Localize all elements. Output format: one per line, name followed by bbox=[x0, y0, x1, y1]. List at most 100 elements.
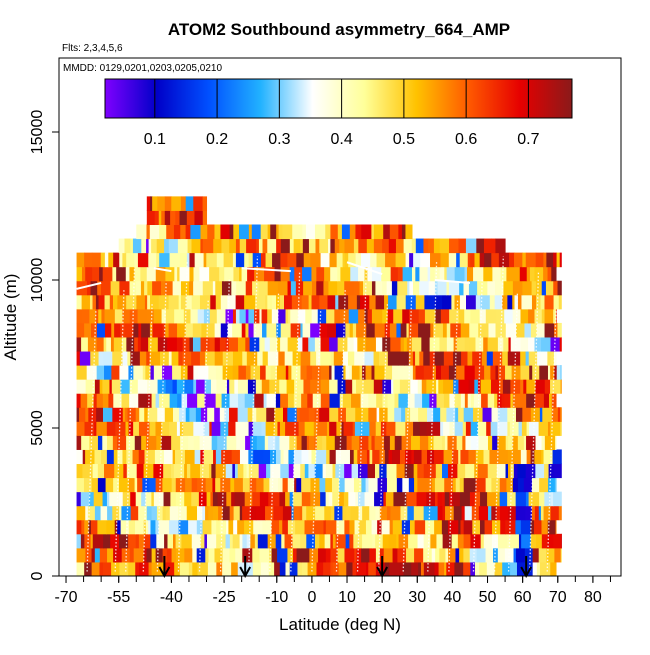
heatmap-cell bbox=[550, 491, 554, 507]
heatmap-cell bbox=[443, 449, 453, 465]
heatmap-cell bbox=[426, 322, 431, 338]
heatmap-cell bbox=[199, 435, 205, 450]
heatmap-cell bbox=[298, 421, 306, 436]
heatmap-cell bbox=[224, 266, 234, 282]
heatmap-cell bbox=[129, 280, 137, 296]
heatmap-cell bbox=[161, 435, 172, 450]
heatmap-cell bbox=[359, 280, 364, 296]
heatmap-cell bbox=[143, 547, 148, 563]
heatmap-cell bbox=[291, 505, 295, 521]
heatmap-cell bbox=[111, 365, 120, 380]
heatmap-cell bbox=[300, 322, 304, 338]
heatmap-cell bbox=[97, 435, 103, 450]
heatmap-cell bbox=[515, 505, 526, 521]
heatmap-cell bbox=[316, 351, 321, 366]
heatmap-cell bbox=[103, 351, 113, 366]
heatmap-cell bbox=[486, 561, 496, 576]
heatmap-cell bbox=[227, 294, 237, 310]
heatmap-cell bbox=[492, 519, 501, 535]
heatmap-cell bbox=[467, 252, 471, 268]
heatmap-cell bbox=[97, 519, 107, 535]
heatmap-cell bbox=[134, 477, 138, 493]
heatmap-cell bbox=[267, 533, 277, 549]
heatmap-cell bbox=[130, 491, 137, 507]
heatmap-cell bbox=[104, 294, 111, 310]
heatmap-cell bbox=[133, 421, 140, 436]
heatmap-cell bbox=[429, 351, 436, 366]
heatmap-cell bbox=[107, 505, 113, 521]
heatmap-cell bbox=[535, 280, 543, 296]
heatmap-cell bbox=[539, 477, 549, 493]
heatmap-cell bbox=[368, 393, 377, 408]
heatmap-cell bbox=[412, 280, 420, 296]
heatmap-cell bbox=[85, 379, 96, 394]
heatmap-cell bbox=[383, 224, 391, 240]
heatmap-cell bbox=[220, 477, 231, 493]
heatmap-cell bbox=[246, 238, 257, 254]
heatmap-cell bbox=[172, 280, 182, 296]
heatmap-cell bbox=[250, 365, 261, 380]
heatmap-cell bbox=[264, 266, 276, 282]
heatmap-cell bbox=[419, 421, 427, 436]
heatmap-cell bbox=[107, 547, 111, 563]
heatmap-cell bbox=[368, 561, 377, 576]
heatmap-cell bbox=[84, 561, 93, 576]
heatmap-cell bbox=[92, 294, 97, 310]
heatmap-cell bbox=[496, 308, 505, 324]
heatmap-cell bbox=[491, 252, 500, 268]
heatmap-cell bbox=[309, 547, 319, 563]
heatmap-cell bbox=[220, 421, 229, 436]
heatmap-cell bbox=[480, 533, 485, 549]
heatmap-cell bbox=[407, 280, 410, 296]
heatmap-cell bbox=[295, 519, 306, 535]
heatmap-cell bbox=[490, 421, 498, 436]
heatmap-cell bbox=[200, 336, 210, 352]
heatmap-cell bbox=[522, 252, 527, 268]
heatmap-cell bbox=[248, 224, 253, 240]
heatmap-cell bbox=[382, 379, 392, 394]
heatmap-cell bbox=[293, 463, 301, 479]
heatmap-cell bbox=[458, 519, 461, 535]
heatmap-cell bbox=[235, 308, 240, 324]
heatmap-cell bbox=[379, 407, 389, 422]
heatmap-cell bbox=[459, 294, 467, 310]
heatmap-cell bbox=[419, 351, 424, 366]
heatmap-cell bbox=[345, 533, 350, 549]
heatmap-cell bbox=[433, 322, 444, 338]
heatmap-cell bbox=[369, 294, 377, 310]
heatmap-cell bbox=[128, 477, 136, 493]
heatmap-cell bbox=[178, 351, 184, 366]
heatmap-cell bbox=[325, 477, 333, 493]
colorbar-tick-label: 0.5 bbox=[393, 131, 415, 148]
heatmap-cell bbox=[409, 519, 416, 535]
heatmap-cell bbox=[179, 252, 188, 268]
heatmap-cell bbox=[359, 365, 363, 380]
heatmap-cell bbox=[371, 365, 375, 380]
heatmap-cell bbox=[237, 379, 249, 394]
heatmap-cell bbox=[169, 519, 180, 535]
heatmap-cell bbox=[235, 547, 243, 563]
heatmap-cell bbox=[329, 379, 339, 394]
heatmap-cell bbox=[267, 308, 273, 324]
heatmap-cell bbox=[92, 266, 100, 282]
heatmap-cell bbox=[184, 463, 188, 479]
heatmap-cell bbox=[301, 547, 310, 563]
heatmap-cell bbox=[475, 477, 487, 493]
heatmap-cell bbox=[332, 561, 340, 576]
heatmap-cell bbox=[76, 449, 84, 465]
heatmap-cell bbox=[191, 477, 198, 493]
heatmap-cell bbox=[464, 393, 469, 408]
heatmap-cell bbox=[314, 407, 320, 422]
heatmap-cell bbox=[118, 477, 130, 493]
heatmap-cell bbox=[130, 351, 141, 366]
heatmap-cell bbox=[364, 351, 375, 366]
heatmap-cell bbox=[330, 238, 336, 254]
heatmap-cell bbox=[440, 308, 450, 324]
heatmap-cell bbox=[146, 210, 156, 225]
heatmap-cell bbox=[104, 365, 112, 380]
heatmap-cell bbox=[87, 336, 98, 352]
heatmap-cell bbox=[215, 280, 223, 296]
heatmap-cell bbox=[285, 308, 289, 324]
heatmap-cell bbox=[487, 336, 499, 352]
heatmap-cell bbox=[239, 224, 250, 240]
